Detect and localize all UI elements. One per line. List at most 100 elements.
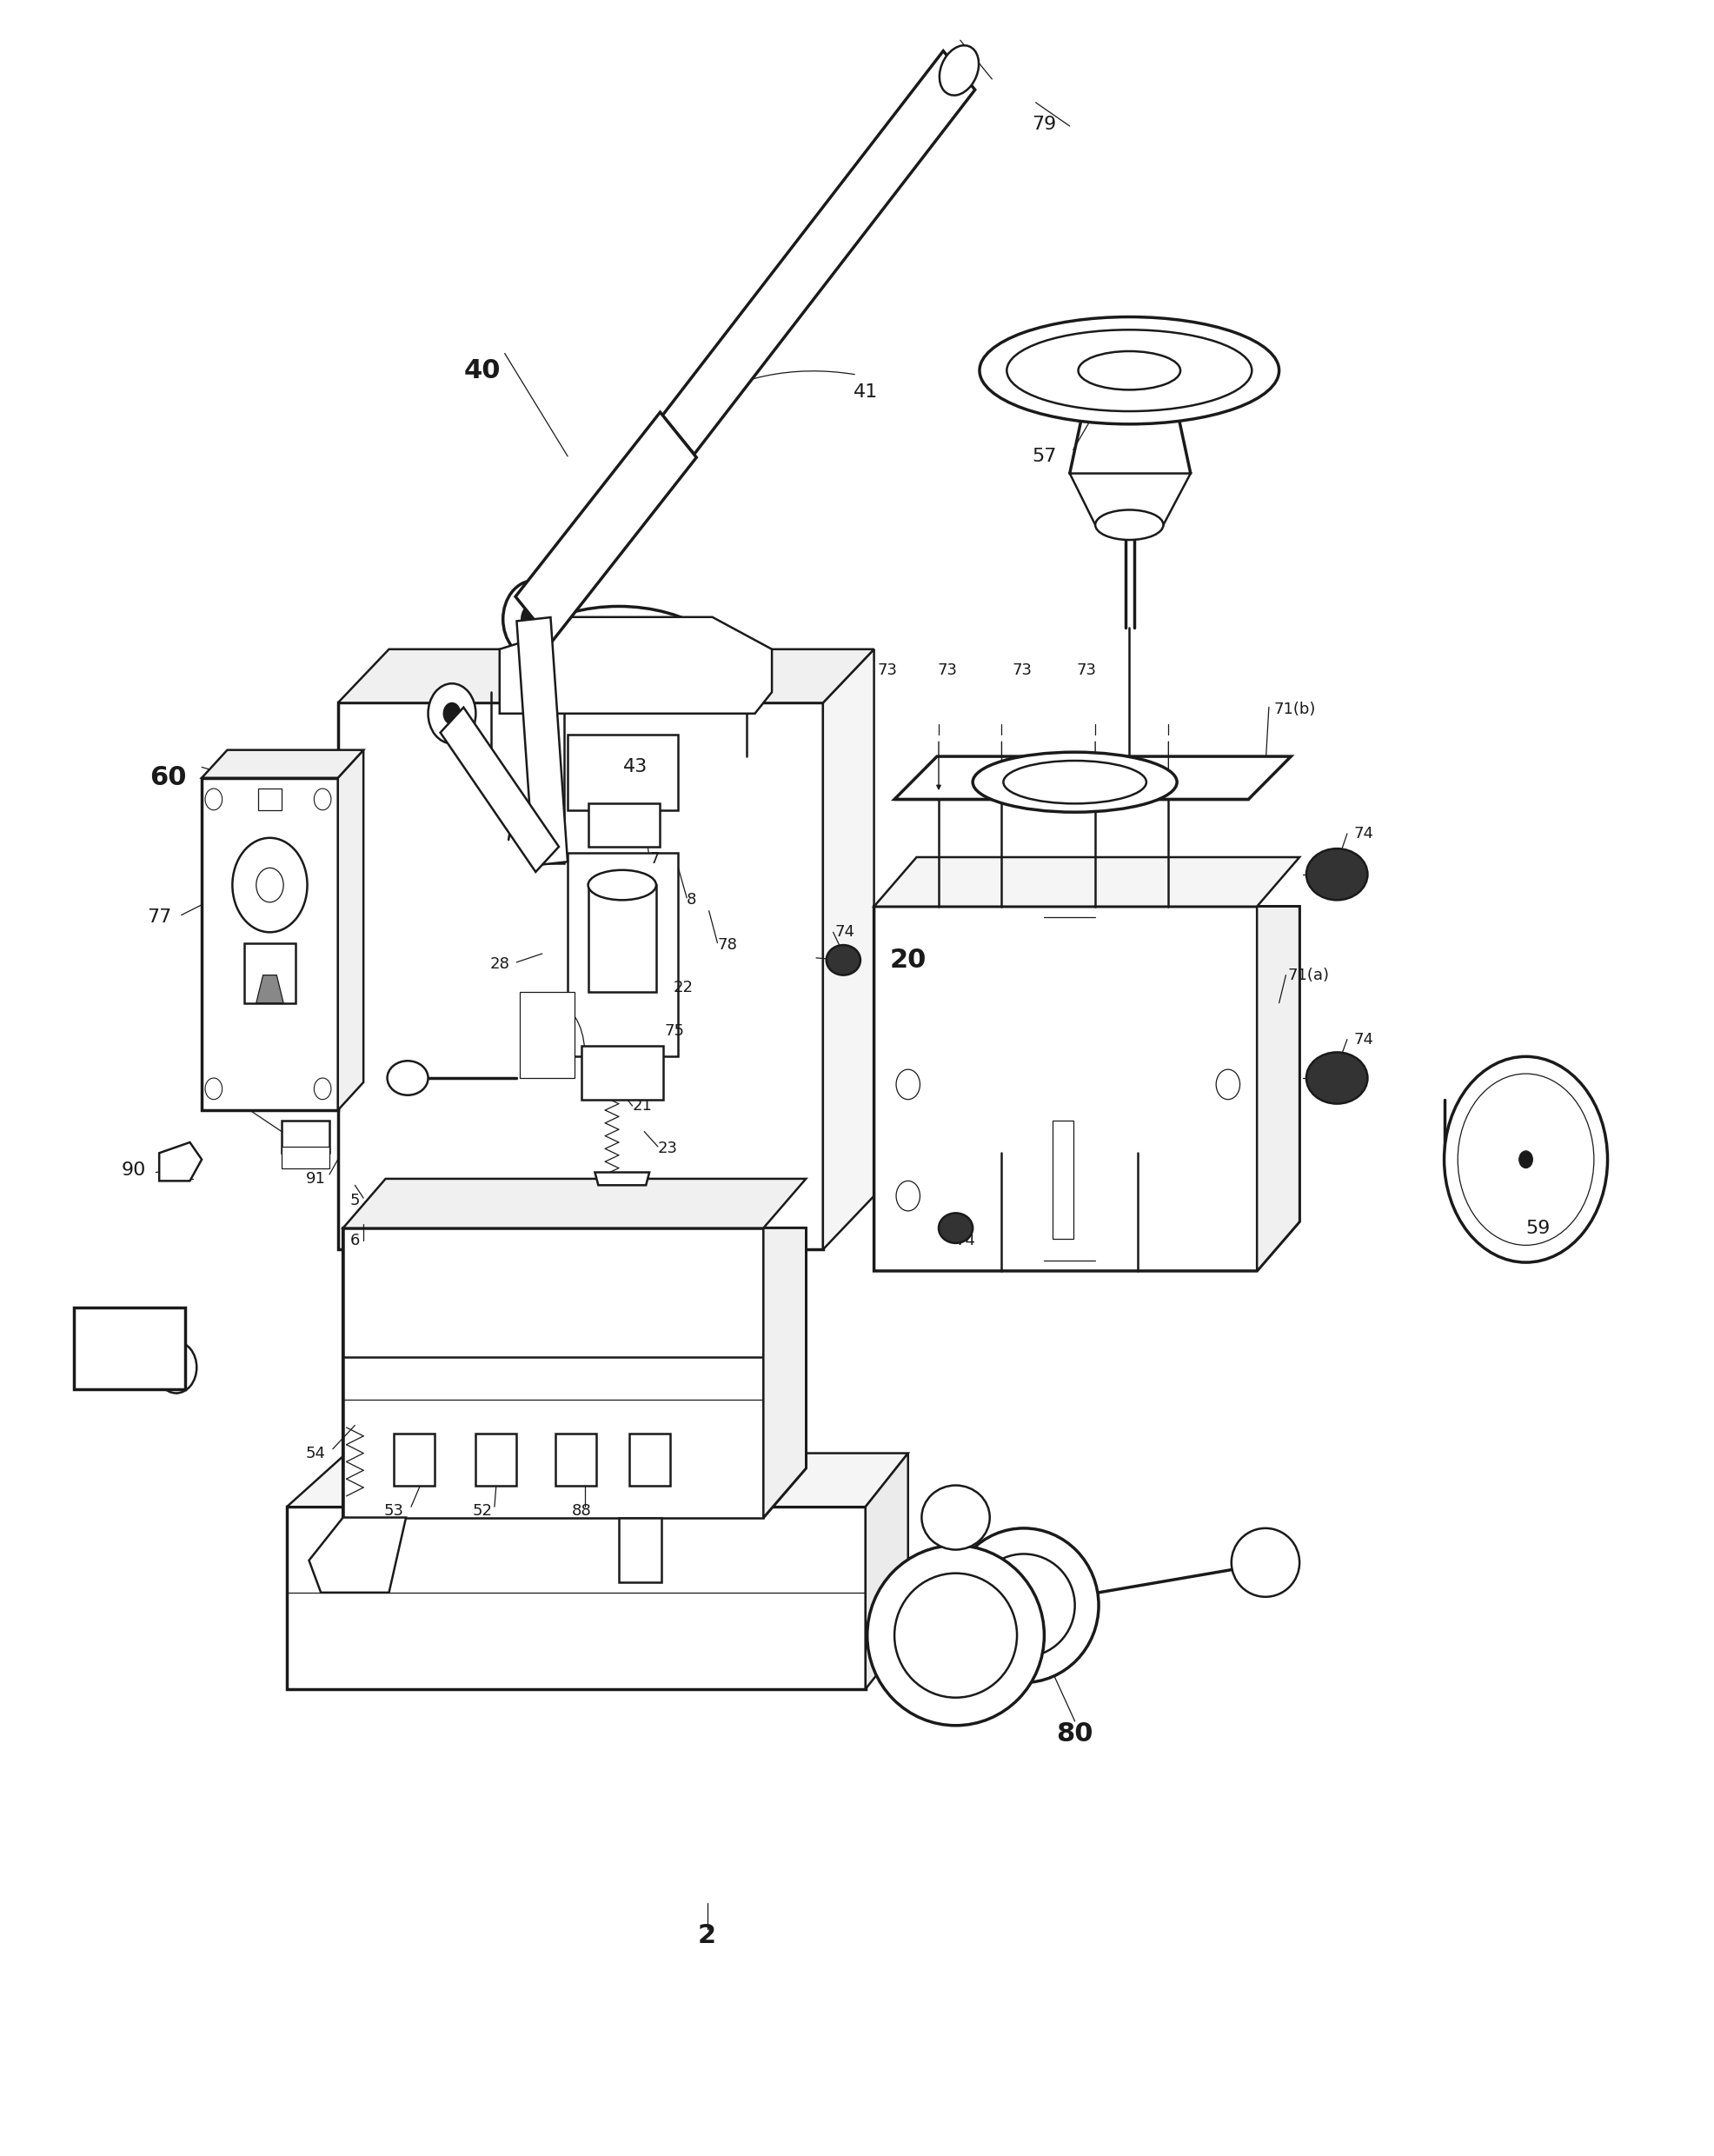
Circle shape [896, 1069, 920, 1100]
Polygon shape [516, 617, 567, 865]
Circle shape [502, 580, 564, 658]
Text: 74: 74 [956, 1233, 975, 1248]
Bar [281, 1121, 329, 1153]
Bar [581, 1046, 663, 1100]
Bar [588, 886, 656, 992]
Ellipse shape [979, 317, 1279, 425]
Ellipse shape [1306, 1052, 1368, 1104]
Text: 43: 43 [624, 759, 648, 776]
Polygon shape [202, 750, 363, 778]
Circle shape [1459, 1074, 1594, 1246]
Text: 59: 59 [1525, 1220, 1549, 1238]
Bar [588, 804, 660, 847]
Text: 89: 89 [87, 1352, 111, 1369]
Polygon shape [516, 412, 696, 642]
Polygon shape [1256, 906, 1299, 1270]
Ellipse shape [950, 1529, 1099, 1682]
Text: 7: 7 [650, 852, 660, 867]
Polygon shape [823, 649, 874, 1250]
Text: 75: 75 [665, 1022, 684, 1039]
Text: 80: 80 [1056, 1720, 1094, 1746]
Text: 6: 6 [350, 1233, 360, 1248]
Polygon shape [343, 1179, 806, 1229]
Bar [394, 1434, 435, 1485]
Polygon shape [499, 617, 771, 714]
Circle shape [233, 839, 307, 931]
Polygon shape [440, 707, 559, 871]
Text: 53: 53 [384, 1503, 405, 1518]
Circle shape [444, 703, 461, 724]
Ellipse shape [1003, 761, 1147, 804]
Text: 90: 90 [122, 1162, 146, 1179]
Text: 71(a): 71(a) [1287, 968, 1330, 983]
Bar [476, 1434, 516, 1485]
Ellipse shape [1306, 849, 1368, 899]
Text: 74: 74 [1354, 1031, 1375, 1048]
Text: 88: 88 [571, 1503, 591, 1518]
Polygon shape [895, 757, 1291, 800]
Bar [245, 942, 295, 1003]
Circle shape [314, 1078, 331, 1100]
Ellipse shape [895, 1574, 1016, 1697]
Bar [555, 1434, 596, 1485]
Text: 52: 52 [473, 1503, 492, 1518]
Circle shape [896, 1181, 920, 1212]
Polygon shape [309, 1518, 406, 1593]
Polygon shape [343, 1229, 806, 1518]
Text: 5: 5 [350, 1192, 360, 1207]
Text: 73: 73 [938, 662, 956, 679]
Text: 73: 73 [1076, 662, 1097, 679]
Polygon shape [874, 858, 1299, 906]
Ellipse shape [922, 1485, 989, 1550]
Circle shape [1217, 1069, 1239, 1100]
Ellipse shape [1095, 509, 1164, 539]
Ellipse shape [1006, 330, 1251, 412]
Ellipse shape [867, 1546, 1044, 1725]
Text: 79: 79 [1032, 114, 1056, 134]
Polygon shape [866, 1453, 908, 1688]
Bar [281, 1147, 329, 1169]
Text: 71(b): 71(b) [1274, 701, 1316, 718]
Text: 73: 73 [1011, 662, 1032, 679]
Bar [338, 703, 823, 1250]
Bar [629, 1434, 670, 1485]
Text: 21: 21 [632, 1097, 653, 1115]
Bar [567, 854, 679, 1056]
Bar [257, 789, 281, 811]
Bar [343, 1229, 763, 1518]
Polygon shape [338, 750, 363, 1110]
Polygon shape [595, 1173, 650, 1186]
Polygon shape [159, 1143, 202, 1181]
Ellipse shape [1078, 351, 1181, 390]
Ellipse shape [826, 944, 860, 975]
Text: 77: 77 [147, 908, 171, 925]
Polygon shape [763, 1229, 806, 1518]
Ellipse shape [387, 1061, 428, 1095]
Polygon shape [286, 1453, 908, 1507]
Ellipse shape [974, 1554, 1075, 1656]
Polygon shape [662, 52, 975, 455]
Polygon shape [338, 649, 874, 703]
Text: 22: 22 [674, 981, 692, 996]
Polygon shape [255, 975, 283, 1003]
Text: 2: 2 [698, 1923, 716, 1949]
Text: 57: 57 [1032, 448, 1056, 466]
Bar [202, 778, 338, 1110]
Text: 20: 20 [890, 946, 927, 972]
Bar [286, 1507, 866, 1688]
Ellipse shape [1231, 1529, 1299, 1598]
Text: 78: 78 [718, 938, 737, 953]
Bar [619, 1518, 662, 1583]
Ellipse shape [939, 1214, 974, 1244]
Circle shape [206, 1078, 223, 1100]
Text: 41: 41 [854, 384, 878, 401]
Text: 54: 54 [305, 1445, 326, 1462]
Circle shape [156, 1341, 197, 1393]
Ellipse shape [939, 45, 979, 95]
Circle shape [428, 683, 476, 744]
Bar [1052, 1121, 1073, 1240]
Ellipse shape [588, 871, 656, 899]
Circle shape [206, 789, 223, 811]
Bar [530, 681, 564, 865]
Bar [519, 992, 574, 1078]
